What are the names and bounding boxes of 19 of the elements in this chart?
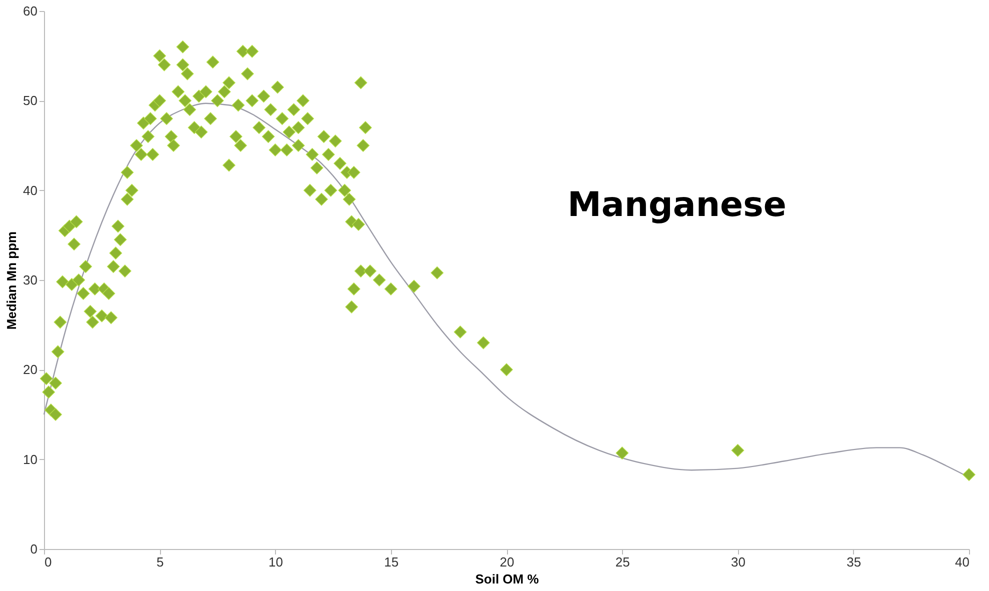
annotation: Manganese: [568, 185, 786, 226]
y-tick-label: 30: [23, 272, 38, 288]
x-tick-label: 40: [955, 554, 970, 570]
y-tick-label: 60: [23, 4, 38, 18]
x-tick-label: 30: [731, 554, 746, 570]
x-tick-label: 5: [156, 554, 164, 570]
y-tick-label: 10: [23, 452, 38, 467]
y-axis-title: Median Mn ppm: [4, 231, 20, 330]
x-tick-label: 20: [500, 554, 514, 570]
x-tick-label: 15: [384, 554, 399, 570]
y-tick-label: 0: [30, 542, 38, 556]
x-axis-title: Soil OM %: [475, 572, 540, 586]
y-tick-label: 40: [23, 182, 38, 198]
y-tick-label: 20: [23, 362, 38, 378]
x-tick-label: 35: [846, 554, 862, 570]
x-tick-label: 10: [268, 554, 283, 570]
x-tick-label: 25: [615, 554, 630, 570]
y-tick-label: 50: [23, 93, 38, 108]
x-tick-label: 0: [44, 554, 52, 570]
